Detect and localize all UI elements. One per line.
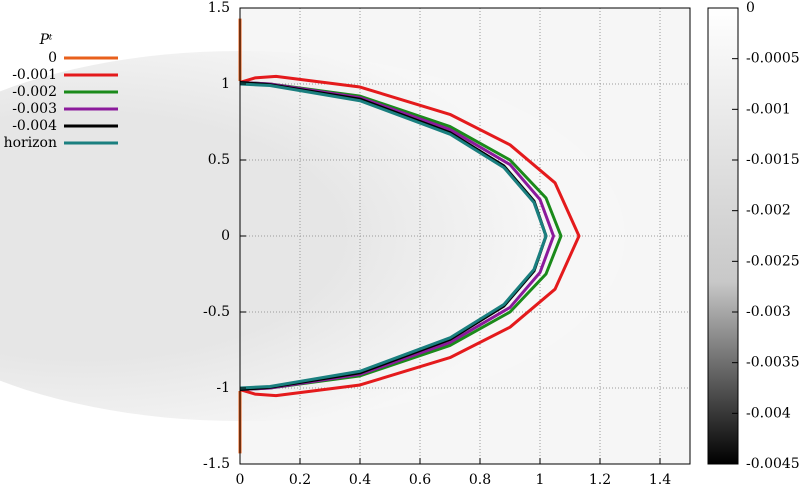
y-tick-label: 1.5 — [208, 0, 230, 16]
series-line — [239, 80, 563, 392]
y-tick-label: 0.5 — [208, 152, 230, 168]
x-tick-label: 1.4 — [649, 472, 671, 488]
colorbar-tick-label: -0.003 — [746, 304, 791, 320]
legend-label: -0.004 — [12, 118, 57, 134]
colorbar-tick-label: 0 — [746, 0, 755, 16]
legend-label: horizon — [4, 135, 57, 151]
legend-title: Pᵗ — [39, 32, 53, 48]
series-line — [239, 80, 555, 392]
legend-label: 0 — [48, 50, 57, 66]
legend-label: -0.001 — [12, 67, 57, 83]
x-tick-label: 0.8 — [469, 472, 491, 488]
y-tick-label: 0 — [221, 228, 230, 244]
x-tick-label: 1 — [536, 472, 545, 488]
legend-label: -0.003 — [12, 101, 57, 117]
y-tick-label: -1.5 — [203, 456, 230, 472]
series-line — [239, 74, 581, 398]
colorbar-tick-label: -0.002 — [746, 203, 791, 219]
colorbar — [707, 7, 739, 465]
y-tick-label: 1 — [221, 76, 230, 92]
colorbar-tick-label: -0.0035 — [746, 355, 800, 371]
colorbar-tick-label: -0.0005 — [746, 51, 800, 67]
x-tick-label: 0 — [236, 472, 245, 488]
x-tick-label: 0.2 — [289, 472, 311, 488]
colorbar-tick-label: -0.0045 — [746, 456, 800, 472]
x-tick-label: 0.6 — [409, 472, 431, 488]
x-tick-label: 0.4 — [349, 472, 371, 488]
colorbar-tick-label: -0.0025 — [746, 253, 800, 269]
legend-label: -0.002 — [12, 84, 57, 100]
x-tick-label: 1.2 — [589, 472, 611, 488]
y-tick-label: -0.5 — [203, 304, 230, 320]
series-line — [239, 82, 548, 390]
colorbar-tick-label: -0.004 — [746, 405, 791, 421]
y-tick-label: -1 — [216, 380, 230, 396]
colorbar-tick-label: -0.001 — [746, 101, 791, 117]
colorbar-tick-label: -0.0015 — [746, 152, 800, 168]
